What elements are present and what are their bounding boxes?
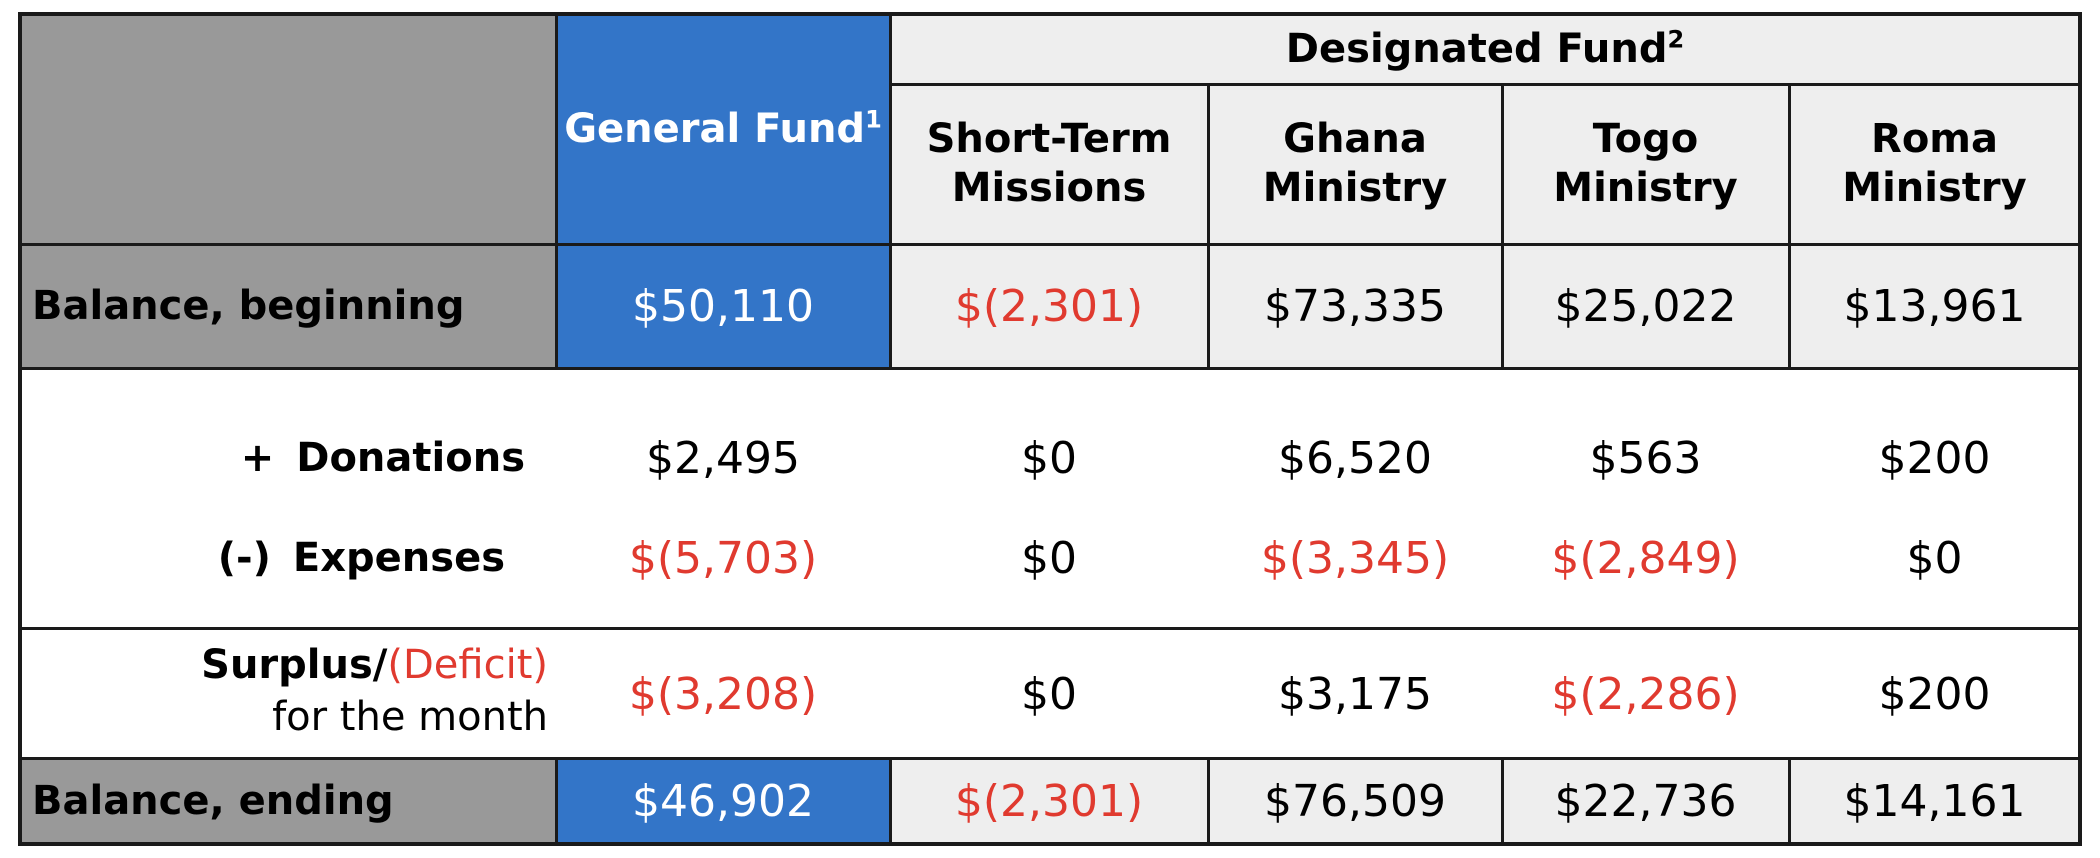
border-top	[18, 12, 2082, 16]
divider	[555, 758, 558, 844]
row-label-surplus-deficit: Surplus/(Deficit) for the month	[20, 630, 548, 752]
divider	[1788, 84, 1791, 368]
col-header-line: Ghana	[1283, 116, 1427, 162]
surplus-togo: $(2,286)	[1551, 668, 1740, 720]
surplus-general: $(3,208)	[628, 668, 818, 720]
surplus-roma: $200	[1878, 668, 1991, 720]
minus-sign: (-)	[217, 535, 271, 581]
col-header-roma-ministry: Roma Ministry	[1789, 84, 2080, 244]
col-header-line: Roma	[1871, 116, 1998, 162]
balance-ending-short-term: $(2,301)	[890, 758, 1208, 844]
donations-ghana: $6,520	[1278, 432, 1432, 484]
balance-ending-roma: $14,161	[1789, 758, 2080, 844]
general-fund-header: General Fund1	[556, 14, 890, 244]
surplus-label: Surplus/	[201, 642, 388, 688]
donations-label: Donations	[296, 435, 525, 481]
surplus-ghana: $3,175	[1278, 668, 1432, 720]
for-the-month-label: for the month	[272, 694, 548, 740]
border-left	[18, 12, 22, 846]
expenses-label: Expenses	[292, 535, 505, 581]
expenses-general: $(5,703)	[628, 532, 818, 584]
divider	[1207, 758, 1210, 844]
balance-ending-ghana: $76,509	[1208, 758, 1502, 844]
designated-fund-title: Designated Fund	[1285, 25, 1668, 72]
donations-togo: $563	[1589, 432, 1702, 484]
col-header-line: Ministry	[1842, 165, 2027, 211]
divider	[890, 83, 2080, 86]
row-label-balance-beginning: Balance, beginning	[20, 244, 556, 368]
divider	[1207, 84, 1210, 368]
deficit-label: (Deficit)	[387, 642, 548, 688]
balance-beginning-togo: $25,022	[1502, 244, 1789, 368]
divider	[18, 243, 2082, 246]
col-header-togo-ministry: Togo Ministry	[1502, 84, 1789, 244]
donations-short-term: $0	[1021, 432, 1077, 484]
col-header-short-term-missions: Short-Term Missions	[890, 84, 1208, 244]
col-header-line: Missions	[951, 165, 1147, 211]
expenses-togo: $(2,849)	[1551, 532, 1740, 584]
designated-fund-header: Designated Fund2	[890, 14, 2080, 84]
balance-ending-togo: $22,736	[1502, 758, 1789, 844]
expenses-roma: $0	[1906, 532, 1963, 584]
balance-beginning-ghana: $73,335	[1208, 244, 1502, 368]
col-header-line: Short-Term	[926, 116, 1172, 162]
expenses-short-term: $0	[1021, 532, 1077, 584]
divider	[1501, 758, 1504, 844]
divider	[18, 757, 2082, 760]
general-fund-title: General Fund	[564, 105, 866, 152]
border-bottom	[18, 842, 2082, 846]
row-label-expenses: (-) Expenses	[20, 508, 505, 608]
divider	[889, 12, 892, 368]
col-header-line: Ministry	[1262, 165, 1448, 211]
border-right	[2078, 12, 2082, 846]
expenses-ghana: $(3,345)	[1260, 532, 1450, 584]
balance-beginning-roma: $13,961	[1789, 244, 2080, 368]
donations-general: $2,495	[646, 432, 800, 484]
divider	[555, 12, 558, 368]
general-fund-footnote: 1	[865, 105, 882, 134]
divider	[889, 758, 892, 844]
col-header-line: Togo	[1592, 116, 1699, 162]
divider	[18, 627, 2082, 630]
col-header-line: Ministry	[1553, 165, 1738, 211]
balance-beginning-general: $50,110	[556, 244, 890, 368]
designated-fund-footnote: 2	[1667, 25, 1685, 54]
donations-roma: $200	[1878, 432, 1991, 484]
plus-sign: +	[240, 435, 275, 481]
surplus-short-term: $0	[1021, 668, 1077, 720]
col-header-ghana-ministry: Ghana Ministry	[1208, 84, 1502, 244]
row-label-balance-ending: Balance, ending	[20, 758, 556, 844]
divider	[18, 367, 2082, 370]
balance-beginning-short-term: $(2,301)	[890, 244, 1208, 368]
row-label-donations: + Donations	[20, 408, 525, 508]
balance-ending-general: $46,902	[556, 758, 890, 844]
divider	[1501, 84, 1504, 368]
header-empty-cell	[20, 14, 556, 244]
divider	[1788, 758, 1791, 844]
